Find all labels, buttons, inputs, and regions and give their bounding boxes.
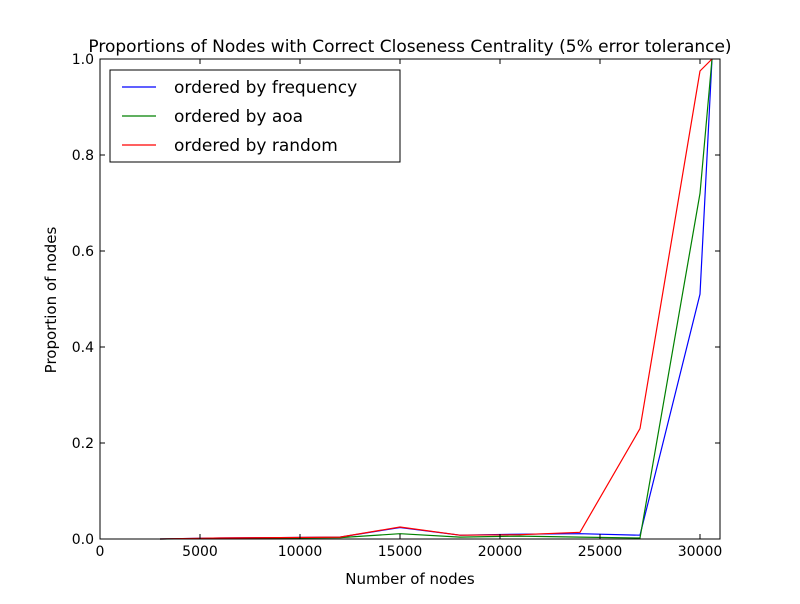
y-tick-label: 0.4 xyxy=(72,340,94,356)
x-tick-label: 15000 xyxy=(378,544,423,560)
plot-frame xyxy=(99,58,721,540)
x-tick-label: 20000 xyxy=(478,544,523,560)
y-tick-label: 0.0 xyxy=(72,532,94,548)
x-tick-label: 25000 xyxy=(578,544,623,560)
x-tick-label: 10000 xyxy=(278,544,323,560)
legend-label-3: ordered by random xyxy=(174,136,338,156)
legend: ordered by frequency ordered by aoa ordere… xyxy=(109,69,401,163)
y-axis: 0.0 0.2 0.4 0.6 0.8 1.0 xyxy=(72,52,720,548)
x-tick-label: 5000 xyxy=(182,544,218,560)
series-line-3 xyxy=(159,58,713,540)
x-axis: 0 5000 10000 15000 20000 25000 30000 xyxy=(96,59,723,560)
y-tick-label: 0.2 xyxy=(72,436,94,452)
chart-title: Proportions of Nodes with Correct Closen… xyxy=(88,37,731,57)
y-axis-label: Proportion of nodes xyxy=(42,226,60,373)
legend-label-1: ordered by frequency xyxy=(174,78,357,98)
y-tick-label: 0.8 xyxy=(72,148,94,164)
series-layer xyxy=(159,58,713,540)
x-axis-label: Number of nodes xyxy=(345,570,475,588)
legend-label-2: ordered by aoa xyxy=(174,107,303,127)
y-tick-label: 1.0 xyxy=(72,52,94,68)
x-tick-label: 0 xyxy=(96,544,105,560)
x-tick-label: 30000 xyxy=(678,544,723,560)
legend-box xyxy=(109,69,401,163)
y-tick-label: 0.6 xyxy=(72,244,94,260)
